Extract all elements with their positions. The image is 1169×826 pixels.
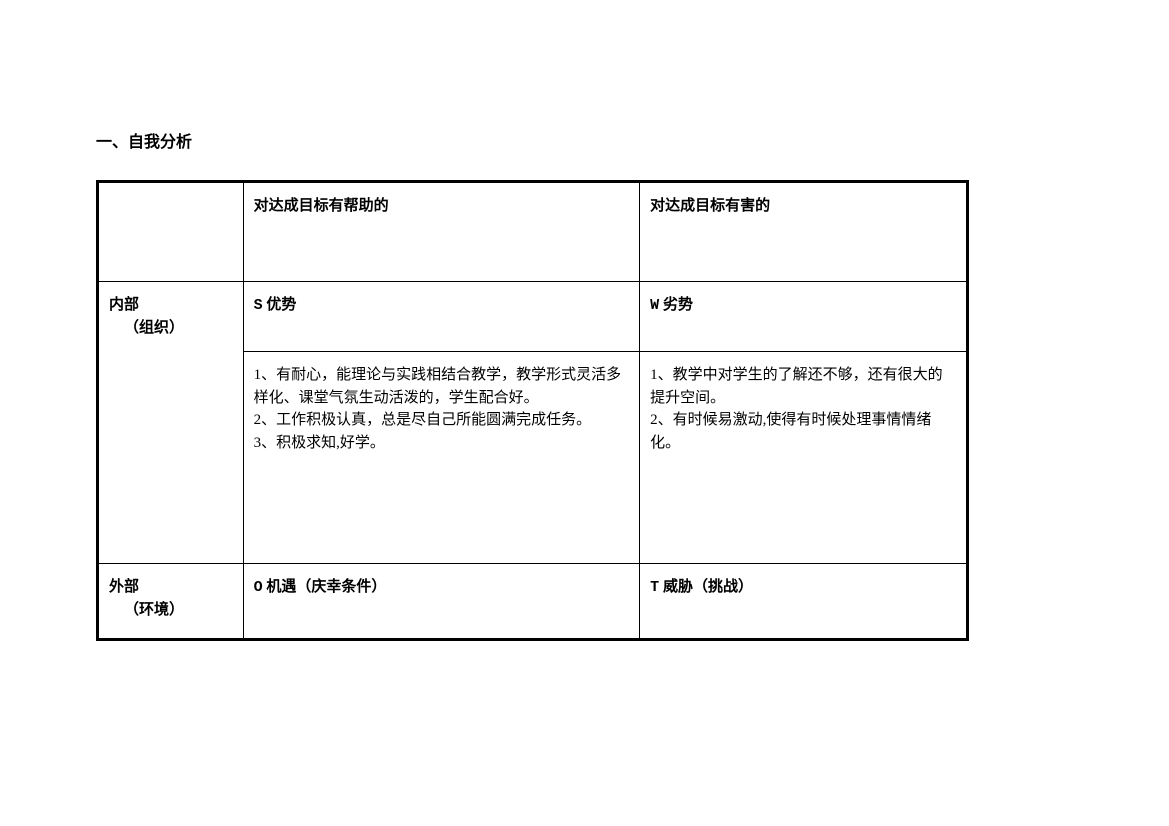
table-header-row: 对达成目标有帮助的 对达成目标有害的 [98, 182, 968, 282]
internal-label-line1: 内部 [109, 297, 139, 313]
internal-category-cell: 内部 （组织） [98, 282, 244, 564]
internal-label-line2: （组织） [109, 317, 233, 340]
weaknesses-label-cell: W 劣势 [640, 282, 968, 352]
weaknesses-content-cell: 1、教学中对学生的了解还不够，还有很大的提升空间。 2、有时候易激动,使得有时候… [640, 352, 968, 564]
section-title: 一、自我分析 [96, 128, 1169, 152]
external-label-line2: （环境） [109, 599, 233, 622]
t-letter: T [650, 579, 659, 596]
external-label-line1: 外部 [109, 579, 139, 595]
s-text: 优势 [263, 297, 297, 313]
external-label-row: 外部 （环境） O 机遇（庆幸条件） T 威胁（挑战） [98, 564, 968, 640]
external-category-cell: 外部 （环境） [98, 564, 244, 640]
header-helpful-cell: 对达成目标有帮助的 [243, 182, 640, 282]
header-empty-cell [98, 182, 244, 282]
t-text: 威胁（挑战） [659, 579, 753, 595]
w-text: 劣势 [659, 297, 693, 313]
swot-analysis-table: 对达成目标有帮助的 对达成目标有害的 内部 （组织） S 优势 W 劣势 1、有… [96, 180, 969, 641]
header-harmful-cell: 对达成目标有害的 [640, 182, 968, 282]
o-letter: O [254, 579, 263, 596]
threats-label-cell: T 威胁（挑战） [640, 564, 968, 640]
strengths-content-cell: 1、有耐心，能理论与实践相结合教学，教学形式灵活多样化、课堂气氛生动活泼的，学生… [243, 352, 640, 564]
strengths-label-cell: S 优势 [243, 282, 640, 352]
opportunities-label-cell: O 机遇（庆幸条件） [243, 564, 640, 640]
s-letter: S [254, 297, 263, 314]
o-text: 机遇（庆幸条件） [263, 579, 387, 595]
w-letter: W [650, 297, 659, 314]
internal-label-row: 内部 （组织） S 优势 W 劣势 [98, 282, 968, 352]
